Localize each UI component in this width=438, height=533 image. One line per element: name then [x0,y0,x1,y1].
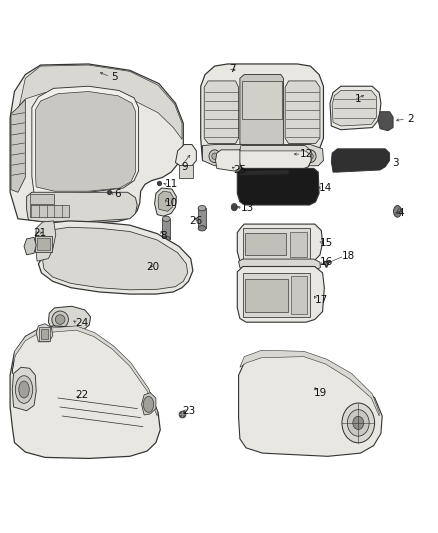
Polygon shape [141,393,156,415]
Polygon shape [27,192,137,222]
Ellipse shape [347,410,369,436]
Ellipse shape [19,381,29,398]
Polygon shape [158,191,173,212]
Bar [245,279,288,312]
Text: 23: 23 [182,406,195,416]
Polygon shape [240,350,379,416]
Text: 26: 26 [190,216,203,226]
Bar [41,329,48,338]
Polygon shape [285,81,320,143]
Text: 20: 20 [146,262,159,271]
Polygon shape [239,354,382,456]
Polygon shape [240,75,283,147]
Text: 10: 10 [165,198,178,208]
Ellipse shape [209,150,220,163]
Text: 6: 6 [115,189,121,199]
Ellipse shape [198,225,206,231]
Text: 11: 11 [165,179,178,189]
Bar [198,208,206,228]
Text: 9: 9 [182,162,188,172]
Text: 1: 1 [355,94,362,104]
Ellipse shape [212,153,218,159]
Polygon shape [201,64,323,161]
Polygon shape [330,86,381,130]
Text: 7: 7 [229,64,235,74]
Bar [291,276,307,314]
Ellipse shape [52,311,68,328]
Polygon shape [18,65,182,139]
Polygon shape [10,64,184,223]
Text: 21: 21 [33,228,46,238]
Bar [243,228,311,260]
Text: 5: 5 [111,71,118,82]
Polygon shape [11,100,25,192]
Polygon shape [237,266,324,322]
Polygon shape [37,221,193,294]
Text: 17: 17 [314,295,328,305]
Bar [30,195,53,204]
Bar [39,327,50,341]
Ellipse shape [307,153,313,159]
Text: 16: 16 [320,257,334,267]
Bar [30,205,69,216]
Ellipse shape [198,206,206,211]
Bar [290,231,307,257]
Polygon shape [36,324,53,342]
Polygon shape [202,144,323,166]
Ellipse shape [143,397,154,413]
Bar [179,165,193,179]
Polygon shape [332,91,377,126]
Ellipse shape [162,236,170,241]
Ellipse shape [342,403,374,443]
Text: 18: 18 [342,251,355,261]
Polygon shape [378,112,393,131]
Bar [242,81,282,119]
Bar [245,232,286,255]
Ellipse shape [231,204,237,211]
Text: 25: 25 [233,165,247,175]
Bar [35,236,52,252]
Text: 13: 13 [240,203,254,213]
Polygon shape [237,224,322,264]
Polygon shape [240,146,311,155]
Text: 2: 2 [407,114,414,124]
Text: 12: 12 [300,149,313,159]
Bar [37,238,50,249]
Ellipse shape [162,216,170,221]
Ellipse shape [305,150,316,163]
Polygon shape [35,221,56,261]
Polygon shape [35,92,135,191]
Bar [162,219,170,239]
Text: 24: 24 [75,318,88,328]
Polygon shape [43,227,187,290]
Text: 3: 3 [392,158,399,168]
Polygon shape [239,146,311,170]
Text: 22: 22 [75,390,88,400]
Ellipse shape [15,376,33,403]
Polygon shape [48,306,91,333]
Polygon shape [237,168,319,205]
Polygon shape [176,144,196,168]
Ellipse shape [353,416,364,430]
Polygon shape [239,259,321,271]
Text: 14: 14 [319,183,332,193]
Bar [243,273,311,317]
Polygon shape [12,367,36,411]
Text: 8: 8 [160,231,166,241]
Polygon shape [215,150,240,171]
Text: 4: 4 [398,208,404,219]
Polygon shape [32,86,138,195]
Polygon shape [204,81,239,143]
Text: 15: 15 [320,238,334,248]
Text: 19: 19 [313,387,327,398]
Polygon shape [12,326,157,416]
Ellipse shape [55,315,65,324]
Polygon shape [155,188,177,216]
Polygon shape [240,170,289,175]
Polygon shape [24,237,36,255]
Polygon shape [331,149,390,172]
Ellipse shape [393,206,401,217]
Polygon shape [10,326,160,458]
